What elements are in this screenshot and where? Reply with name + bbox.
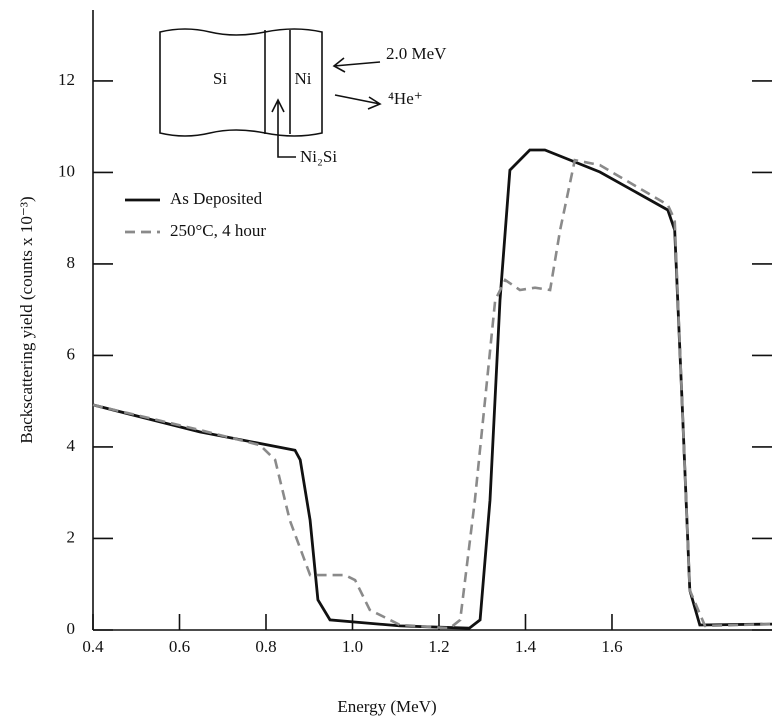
label-silicide: Ni₂Si <box>300 147 337 166</box>
legend-label: As Deposited <box>170 189 263 208</box>
y-tick-label: 4 <box>67 436 76 455</box>
y-tick-label: 10 <box>58 161 75 180</box>
data-line <box>92 158 773 630</box>
x-tick-label: 0.6 <box>169 637 190 656</box>
x-tick-label: 0.4 <box>82 637 104 656</box>
y-tick-label: 6 <box>67 344 76 363</box>
y-tick-label: 8 <box>67 253 76 272</box>
data-line <box>92 148 773 630</box>
x-tick-label: 1.0 <box>342 637 363 656</box>
y-tick-label: 2 <box>67 527 76 546</box>
x-tick-label: 1.6 <box>601 637 622 656</box>
arrow <box>271 98 296 158</box>
inset-diagram: Si Ni 2.0 MeV ⁴He⁺ Ni₂Si <box>159 28 447 166</box>
label-ni: Ni <box>295 69 312 88</box>
x-tick-label: 1.4 <box>515 637 537 656</box>
arrow <box>334 94 382 110</box>
y-tick-label: 12 <box>58 70 75 89</box>
label-si: Si <box>213 69 227 88</box>
legend-label: 250°C, 4 hour <box>170 221 266 240</box>
y-tick-label: 0 <box>67 619 76 638</box>
label-ion: ⁴He⁺ <box>388 89 423 108</box>
x-axis-label: Energy (MeV) <box>337 697 436 716</box>
label-energy: 2.0 MeV <box>386 44 447 63</box>
x-tick-label: 1.2 <box>428 637 449 656</box>
y-axis-label: Backscattering yield (counts x 10⁻³) <box>17 196 36 443</box>
sample-outline <box>159 28 323 137</box>
arrow <box>332 57 381 73</box>
x-tick-label: 0.8 <box>255 637 276 656</box>
